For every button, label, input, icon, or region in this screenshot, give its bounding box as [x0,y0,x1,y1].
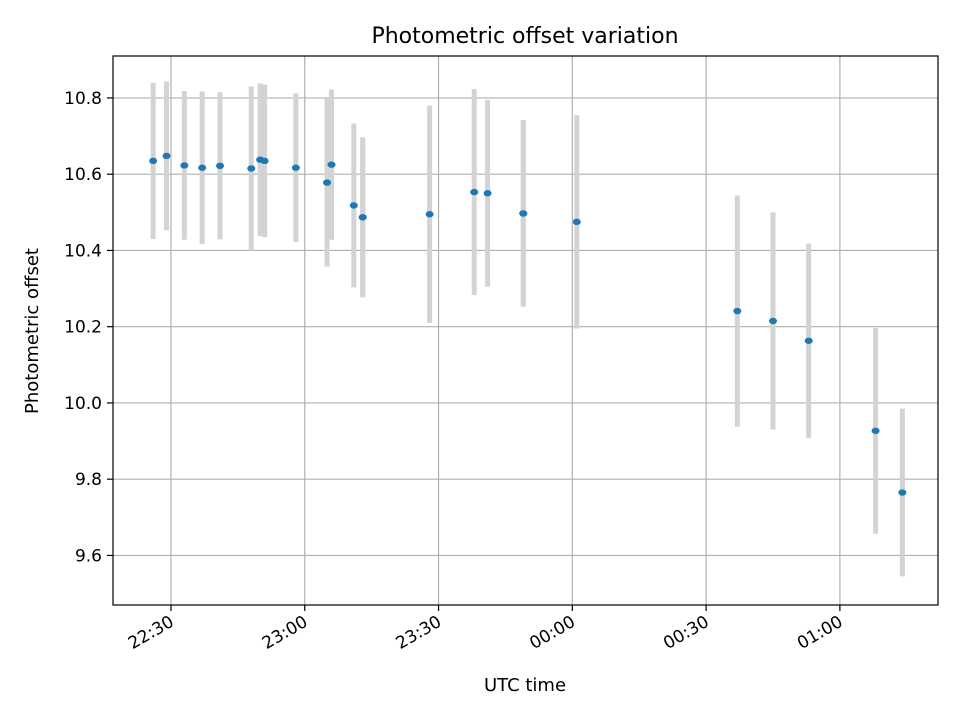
data-point [519,210,528,217]
data-point [804,337,813,344]
y-axis-label: Photometric offset [22,248,43,414]
x-tick-label: 23:30 [393,612,445,654]
data-point [162,152,171,160]
x-tick-label: 00:00 [526,612,578,654]
data-point [470,188,479,196]
y-tick-label: 9.6 [75,546,102,566]
data-point [291,164,300,171]
x-tick-label: 22:30 [125,612,177,654]
data-point [198,164,207,171]
data-point [349,202,358,209]
y-tick-label: 10.2 [64,318,102,338]
x-tick-label: 23:00 [259,612,311,654]
data-point [358,214,367,221]
x-tick-label: 00:30 [660,612,712,654]
data-point [149,157,158,165]
data-point [898,489,907,496]
data-point [483,190,492,197]
y-tick-label: 9.8 [75,470,102,490]
x-tick-label: 01:00 [794,612,846,654]
data-point [733,307,742,315]
y-tick-label: 10.4 [64,241,102,261]
y-axis-ticks: 9.6 9.8 10.0 10.2 10.4 10.6 10.8 [64,89,113,566]
x-axis-label: UTC time [484,675,566,696]
data-point [247,165,256,172]
plot-frame [112,55,939,606]
data-point [425,211,434,218]
y-tick-label: 10.6 [64,165,102,185]
data-point [769,317,777,325]
y-tick-label: 10.0 [64,394,102,414]
y-tick-label: 10.8 [64,89,102,109]
data-point [180,162,189,169]
data-point [323,179,332,186]
data-point [327,161,336,168]
data-points [149,152,907,496]
x-axis-ticks: 22:30 23:00 23:30 00:00 00:30 01:00 [125,605,846,654]
data-point [871,427,880,434]
data-point [572,218,581,226]
data-point [260,157,269,165]
chart-title: Photometric offset variation [371,24,678,49]
data-point [216,162,225,169]
